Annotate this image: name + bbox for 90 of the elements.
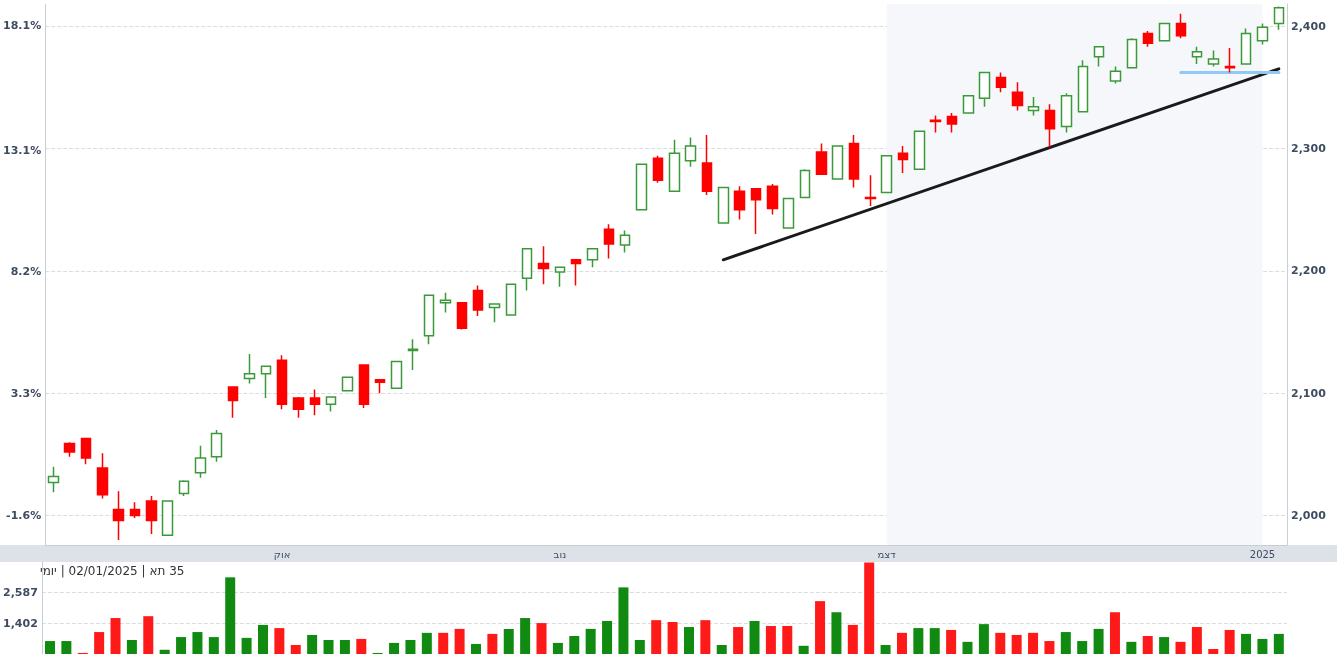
candlestick [717, 186, 730, 224]
candlestick [390, 360, 403, 390]
candlestick [864, 174, 877, 207]
x-tick-label: דצמ [877, 548, 897, 560]
candlestick [831, 145, 844, 180]
candlestick [1109, 65, 1122, 85]
y-tick-label: 2,000 [1291, 509, 1327, 523]
candlestick [1240, 27, 1252, 65]
candlestick [227, 386, 239, 419]
candlestick [129, 501, 141, 519]
candlestick [488, 303, 501, 323]
candlestick [815, 142, 828, 175]
candlestick [1093, 46, 1105, 68]
candlestick [260, 365, 272, 399]
candlestick [96, 452, 109, 500]
candlestick [439, 292, 452, 314]
y2-tick-label: 18.1% [2, 19, 42, 33]
candlestick [374, 379, 386, 394]
x-tick-label: נוב [553, 548, 567, 560]
candlestick [292, 396, 305, 419]
candlestick [276, 354, 288, 410]
candlestick [1044, 103, 1056, 148]
candlestick [1060, 92, 1073, 134]
y2-tick-label: 13.1% [2, 143, 42, 157]
candlestick [750, 188, 762, 235]
candlestick [1011, 81, 1024, 112]
candlestick [1224, 47, 1236, 74]
candlestick [47, 465, 60, 494]
candlestick [586, 248, 599, 268]
candlestick [505, 283, 517, 316]
candlestick [358, 364, 370, 409]
candlestick [701, 134, 713, 196]
y-tick-label: 2,587 [3, 585, 38, 599]
y-tick-label: 2,300 [1291, 141, 1327, 155]
candlestick [897, 145, 909, 174]
candlestick [1175, 13, 1187, 40]
candlestick [1077, 59, 1089, 113]
candlestick [456, 301, 468, 331]
candlestick [554, 266, 566, 288]
candlestick [668, 139, 681, 193]
candlestick [472, 284, 484, 317]
candlestick [423, 294, 435, 346]
candlestick [407, 338, 419, 371]
y2-tick-label: 3.3% [10, 387, 42, 401]
candlestick [341, 376, 354, 392]
y-tick-label: 2,100 [1291, 386, 1327, 400]
candlestick [684, 136, 697, 168]
candlestick [1142, 30, 1154, 48]
candlestick [194, 445, 207, 479]
candlestick [603, 223, 615, 260]
candlestick [929, 114, 942, 134]
candlestick [210, 429, 223, 463]
candlestick [570, 259, 582, 287]
y2-tick-label: 8.2% [10, 265, 42, 279]
candlestick [619, 229, 631, 254]
candlestick [243, 353, 256, 385]
candlestick [652, 155, 664, 184]
candlestick [1207, 49, 1220, 68]
candlestick [848, 134, 860, 189]
y-tick-label: 1,402 [3, 617, 38, 631]
candlestick [782, 197, 795, 229]
candlestick [946, 112, 958, 134]
candlestick [978, 71, 991, 108]
candlestick [178, 479, 190, 497]
candlestick [537, 245, 550, 286]
y2-tick-label: -1.6% [6, 509, 42, 523]
x-tick-label: אוק [273, 548, 291, 560]
candlestick [995, 71, 1007, 93]
candlestick [913, 130, 926, 170]
candlestick [80, 437, 92, 465]
candlestick [145, 495, 158, 535]
candlestick [325, 396, 337, 413]
candlestick [63, 441, 76, 458]
candlestick [112, 490, 125, 541]
candlestick [1158, 22, 1171, 42]
x-tick-label: 2025 [1249, 548, 1276, 560]
candlestick [1191, 46, 1203, 65]
candlestick [309, 388, 321, 417]
candlestick [733, 185, 746, 221]
candlestick [161, 500, 174, 536]
candlestick [1126, 37, 1138, 69]
y-tick-label: 2,400 [1291, 19, 1327, 33]
candlestick [635, 163, 648, 211]
candlestick [799, 168, 811, 199]
candlestick [1273, 5, 1285, 31]
y-tick-label: 2,200 [1291, 264, 1327, 278]
candlestick [766, 183, 779, 216]
candlestick [962, 95, 975, 114]
candlestick [521, 248, 533, 292]
candlestick [1027, 96, 1040, 117]
